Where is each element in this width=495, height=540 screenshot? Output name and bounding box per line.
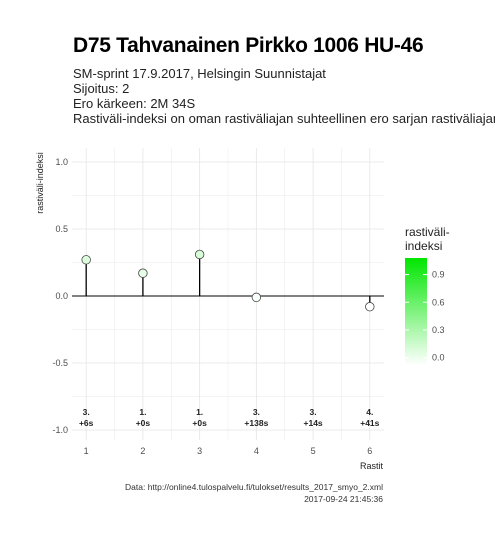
- y-tick-label: 0.5: [55, 224, 68, 234]
- split-place-label: 3.: [83, 407, 90, 417]
- subtitle-gap: Ero kärkeen: 2M 34S: [73, 96, 196, 111]
- grid-lines: [72, 148, 384, 440]
- legend-title-line-1: rastiväli-: [405, 225, 450, 239]
- timestamp-caption: 2017-09-24 21:45:36: [304, 494, 383, 504]
- x-tick-label: 5: [311, 446, 316, 456]
- y-tick-label: 1.0: [55, 157, 68, 167]
- legend-tick-label: 0.9: [432, 270, 445, 280]
- source-caption: Data: http://online4.tulospalvelu.fi/tul…: [125, 482, 383, 492]
- y-tick-label: -1.0: [52, 425, 68, 435]
- split-place-label: 1.: [196, 407, 203, 417]
- subtitle-placing: Sijoitus: 2: [73, 81, 130, 96]
- subtitle-description: Rastiväli-indeksi on oman rastiväliajan …: [73, 111, 495, 126]
- split-place-label: 4.: [366, 407, 373, 417]
- x-tick-label: 6: [367, 446, 372, 456]
- x-axis-title: Rastit: [360, 461, 384, 471]
- legend: rastiväli- indeksi 0.9 0.6 0.3 0.0: [405, 225, 450, 365]
- data-point: [251, 292, 262, 303]
- y-tick-label: 0.0: [55, 291, 68, 301]
- legend-tick-label: 0.3: [432, 325, 445, 335]
- x-tick-label: 3: [197, 446, 202, 456]
- x-tick-label: 1: [84, 446, 89, 456]
- chart-title: D75 Tahvanainen Pirkko 1006 HU-46: [73, 34, 424, 57]
- data-point: [365, 302, 375, 312]
- legend-colorbar: [405, 258, 427, 365]
- split-place-label: 1.: [139, 407, 146, 417]
- split-diff-label: +14s: [304, 418, 323, 428]
- data-point: [81, 255, 91, 265]
- y-axis-title: rastiväli-indeksi: [35, 152, 45, 214]
- legend-tick-label: 0.6: [432, 297, 445, 307]
- split-diff-label: +41s: [360, 418, 379, 428]
- x-tick-label: 4: [254, 446, 259, 456]
- points: [81, 249, 375, 312]
- split-place-label: 3.: [253, 407, 260, 417]
- legend-title-line-2: indeksi: [405, 239, 442, 253]
- subtitle-event: SM-sprint 17.9.2017, Helsingin Suunnista…: [73, 66, 326, 81]
- split-place-label: 3.: [310, 407, 317, 417]
- legend-tick-label: 0.0: [432, 353, 445, 363]
- axes: 1.0 0.5 0.0 -0.5 -1.0 1 2 3 4 5 6: [52, 157, 372, 456]
- x-tick-label: 2: [140, 446, 145, 456]
- split-diff-label: +0s: [192, 418, 207, 428]
- data-point: [194, 249, 205, 260]
- split-diff-label: +0s: [136, 418, 151, 428]
- split-diff-label: +6s: [79, 418, 94, 428]
- data-point: [138, 268, 148, 278]
- y-tick-label: -0.5: [52, 358, 68, 368]
- split-diff-label: +138s: [244, 418, 268, 428]
